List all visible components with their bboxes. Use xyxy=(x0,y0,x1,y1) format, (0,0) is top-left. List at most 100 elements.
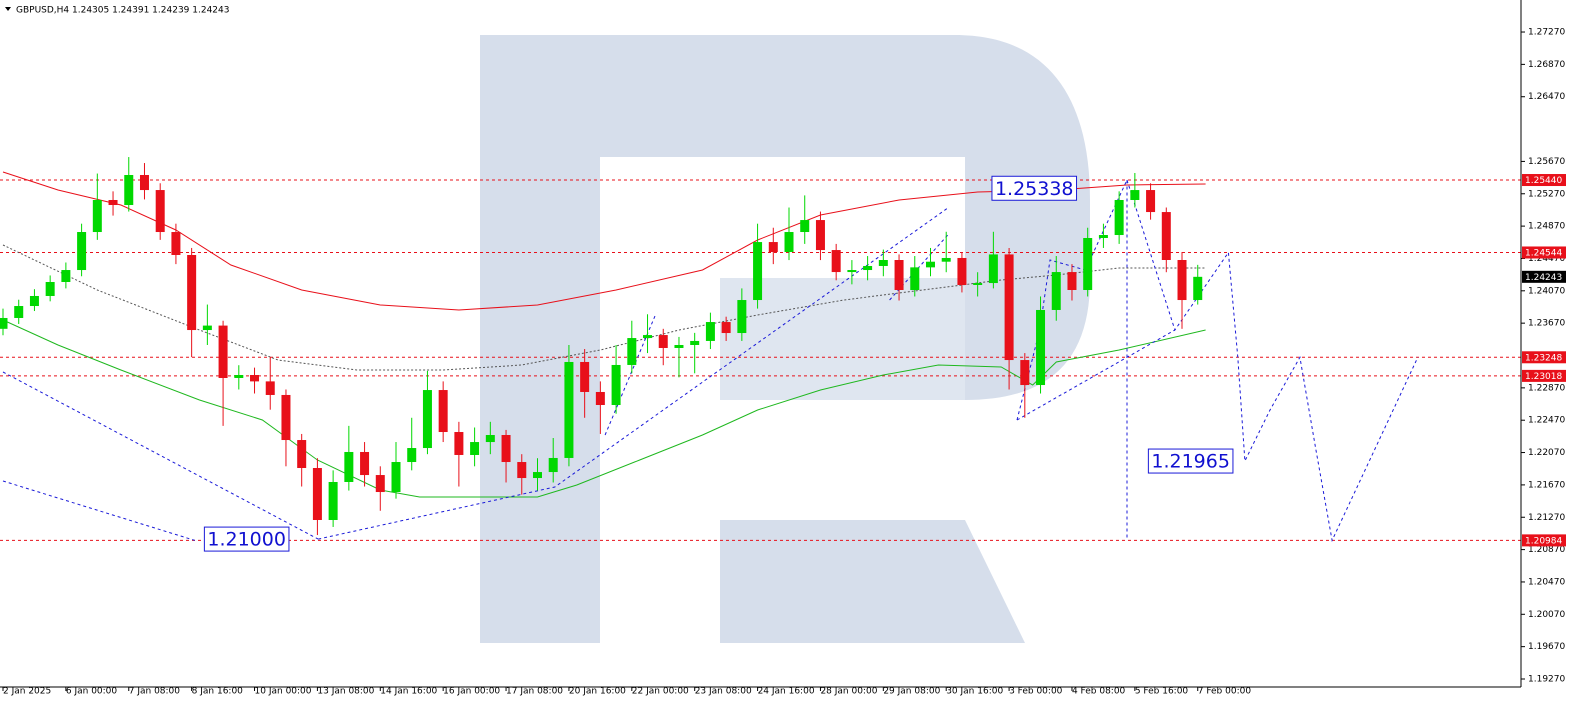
candle-body xyxy=(485,435,495,443)
y-tick-label: 1.21670 xyxy=(1528,480,1565,490)
candle-body xyxy=(1193,276,1203,301)
moving-average xyxy=(2,244,1206,371)
y-tick-label: 1.22470 xyxy=(1528,416,1565,426)
x-tick-label: 6 Jan 00:00 xyxy=(66,687,118,697)
y-tick-label: 1.21270 xyxy=(1528,513,1565,523)
candle-body xyxy=(910,267,920,291)
level-label: 1.23248 xyxy=(1525,353,1562,363)
x-tick-label: 30 Jan 16:00 xyxy=(946,687,1003,697)
x-tick-label: 5 Feb 16:00 xyxy=(1135,687,1189,697)
annotation-label: 1.25338 xyxy=(995,178,1074,200)
candle-body xyxy=(564,361,574,458)
candle-body xyxy=(580,361,590,392)
y-tick-label: 1.26870 xyxy=(1528,60,1565,70)
x-tick-label: 17 Jan 08:00 xyxy=(506,687,563,697)
menu-arrow[interactable] xyxy=(5,7,11,11)
candle-body xyxy=(674,344,684,348)
candle-body xyxy=(281,394,291,441)
level-tag xyxy=(1522,174,1566,187)
candle-body xyxy=(202,325,212,331)
candle-body xyxy=(312,468,322,521)
candle-body xyxy=(1146,190,1156,213)
candle-body xyxy=(407,448,417,463)
watermark xyxy=(480,35,1090,643)
candle-body xyxy=(14,306,24,318)
candle-body xyxy=(1130,190,1140,200)
candle-body xyxy=(29,295,39,307)
candle-body xyxy=(470,442,480,455)
x-tick-label: 23 Jan 08:00 xyxy=(695,687,752,697)
forecast-line xyxy=(318,207,949,540)
level-tag xyxy=(1522,246,1566,259)
y-tick-label: 1.19670 xyxy=(1528,642,1565,652)
candle-body xyxy=(878,260,888,266)
candle-body xyxy=(344,451,354,482)
level-label: 1.24544 xyxy=(1525,248,1562,258)
candle-body xyxy=(1161,212,1171,261)
level-label: 1.25440 xyxy=(1525,176,1562,186)
candle-body xyxy=(1020,360,1030,386)
x-tick-label: 8 Jan 16:00 xyxy=(192,687,244,697)
candle-body xyxy=(988,254,998,284)
x-tick-label: 29 Jan 08:00 xyxy=(883,687,940,697)
candle-body xyxy=(45,281,55,296)
candle-body xyxy=(548,457,558,473)
y-tick-label: 1.20470 xyxy=(1528,577,1565,587)
x-tick-label: 20 Jan 16:00 xyxy=(569,687,626,697)
candle-body xyxy=(800,220,810,233)
candle-body xyxy=(643,335,653,339)
candle-body xyxy=(941,257,951,262)
candle-body xyxy=(863,265,873,271)
annotation-box xyxy=(991,175,1078,201)
candle-body xyxy=(218,325,228,378)
candles xyxy=(0,157,1203,536)
candle-body xyxy=(1114,199,1124,236)
candle-body xyxy=(627,338,637,365)
moving-average xyxy=(2,319,1206,498)
annotation-box xyxy=(1147,448,1234,474)
x-tick-label: 3 Feb 00:00 xyxy=(1009,687,1063,697)
candle-body xyxy=(925,261,935,268)
x-tick-label: 13 Jan 08:00 xyxy=(317,687,374,697)
x-tick-label: 14 Jan 16:00 xyxy=(380,687,437,697)
candle-body xyxy=(784,232,794,252)
candle-body xyxy=(532,472,542,479)
forecast-line xyxy=(1016,329,1176,421)
level-tag xyxy=(1522,369,1566,382)
x-tick-label: 24 Jan 16:00 xyxy=(758,687,815,697)
candle-body xyxy=(265,381,275,395)
y-tick-label: 1.27270 xyxy=(1528,28,1565,38)
candle-body xyxy=(139,175,149,191)
candle-body xyxy=(155,190,165,233)
level-label: 1.20984 xyxy=(1525,536,1562,546)
y-tick-label: 1.22870 xyxy=(1528,383,1565,393)
candle-body xyxy=(108,199,118,206)
candle-body xyxy=(737,300,747,334)
candle-body xyxy=(957,257,967,285)
candle-body xyxy=(375,475,385,493)
candle-body xyxy=(297,440,307,469)
candle-body xyxy=(360,451,370,476)
x-tick-label: 28 Jan 00:00 xyxy=(820,687,877,697)
axes: 1.19270 1.19670 1.20070 1.20470 1.20870 1.212… xyxy=(2,28,1566,697)
candle-body xyxy=(611,364,621,406)
candle-body xyxy=(124,175,134,206)
candle-body xyxy=(1004,254,1014,361)
last-price-tag xyxy=(1522,270,1566,283)
candle-body xyxy=(1083,238,1093,291)
candle-body xyxy=(831,250,841,273)
candle-body xyxy=(0,317,8,329)
y-tick-label: 1.25670 xyxy=(1528,157,1565,167)
y-tick-label: 1.24870 xyxy=(1528,222,1565,232)
x-tick-label: 7 Feb 00:00 xyxy=(1198,687,1252,697)
last-price-label: 1.24243 xyxy=(1525,273,1562,283)
candle-body xyxy=(61,270,71,282)
y-tick-label: 1.22070 xyxy=(1528,448,1565,458)
level-tag xyxy=(1522,351,1566,364)
candle-body xyxy=(517,462,527,479)
moving-average xyxy=(2,171,1206,311)
candle-body xyxy=(92,199,102,233)
y-tick-label: 1.23670 xyxy=(1528,319,1565,329)
